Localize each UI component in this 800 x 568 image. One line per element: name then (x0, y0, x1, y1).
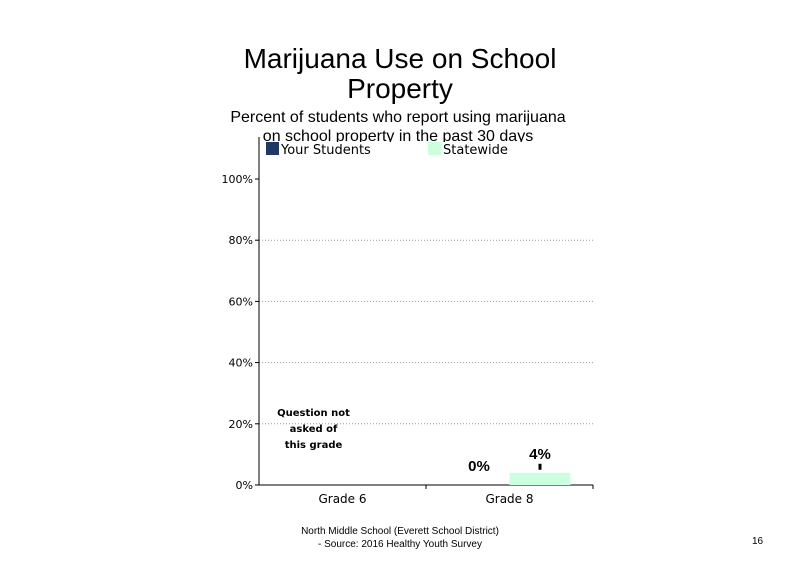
error-bar (538, 463, 542, 470)
data-labels: 0% 4% (468, 446, 551, 475)
x-tick-label: Grade 6 (318, 492, 366, 506)
data-label: 4% (529, 446, 551, 463)
y-tick-label: 0% (236, 479, 253, 492)
chart-title-line-1: Marijuana Use on School (243, 43, 557, 74)
bars (509, 472, 571, 485)
footer-line-1: North Middle School (Everett School Dist… (301, 526, 499, 537)
annotation-line: Question not (277, 408, 350, 419)
y-tick-label: 80% (229, 234, 253, 247)
legend-label-statewide: Statewide (443, 143, 508, 158)
annotation-line: asked of (290, 424, 338, 435)
legend-swatch-statewide (428, 142, 441, 155)
page-number: 16 (752, 536, 764, 547)
footer-source: North Middle School (Everett School Dist… (250, 525, 550, 551)
gridlines (259, 239, 593, 425)
chart-subtitle: Percent of students who report using mar… (198, 108, 598, 142)
chart-title: Marijuana Use on School Property (200, 44, 600, 104)
legend: Your Students Statewide (266, 142, 508, 158)
chart-title-line-2: Property (347, 73, 453, 104)
y-tick-label: 60% (229, 295, 253, 308)
y-tick-label: 20% (229, 418, 253, 431)
y-tick-label: 100% (222, 173, 253, 186)
chart-subtitle-line-1: Percent of students who report using mar… (230, 109, 566, 126)
x-tick-label: Grade 8 (485, 492, 533, 506)
chart-subtitle-line-2: on school property in the past 30 days (262, 128, 534, 142)
y-tick-label: 40% (229, 357, 253, 370)
legend-swatch-your-students (266, 142, 279, 155)
y-tick-labels: 0% 20% 40% 60% 80% 100% (222, 173, 259, 492)
annotation-line: this grade (285, 440, 343, 451)
data-label: 0% (468, 458, 490, 475)
x-tick-labels: Grade 6 Grade 8 (318, 485, 594, 506)
annotation: Question not asked of this grade (277, 408, 350, 451)
footer-line-2: - Source: 2016 Healthy Youth Survey (318, 539, 482, 550)
bar-statewide (509, 472, 571, 485)
legend-label-your-students: Your Students (280, 143, 371, 158)
